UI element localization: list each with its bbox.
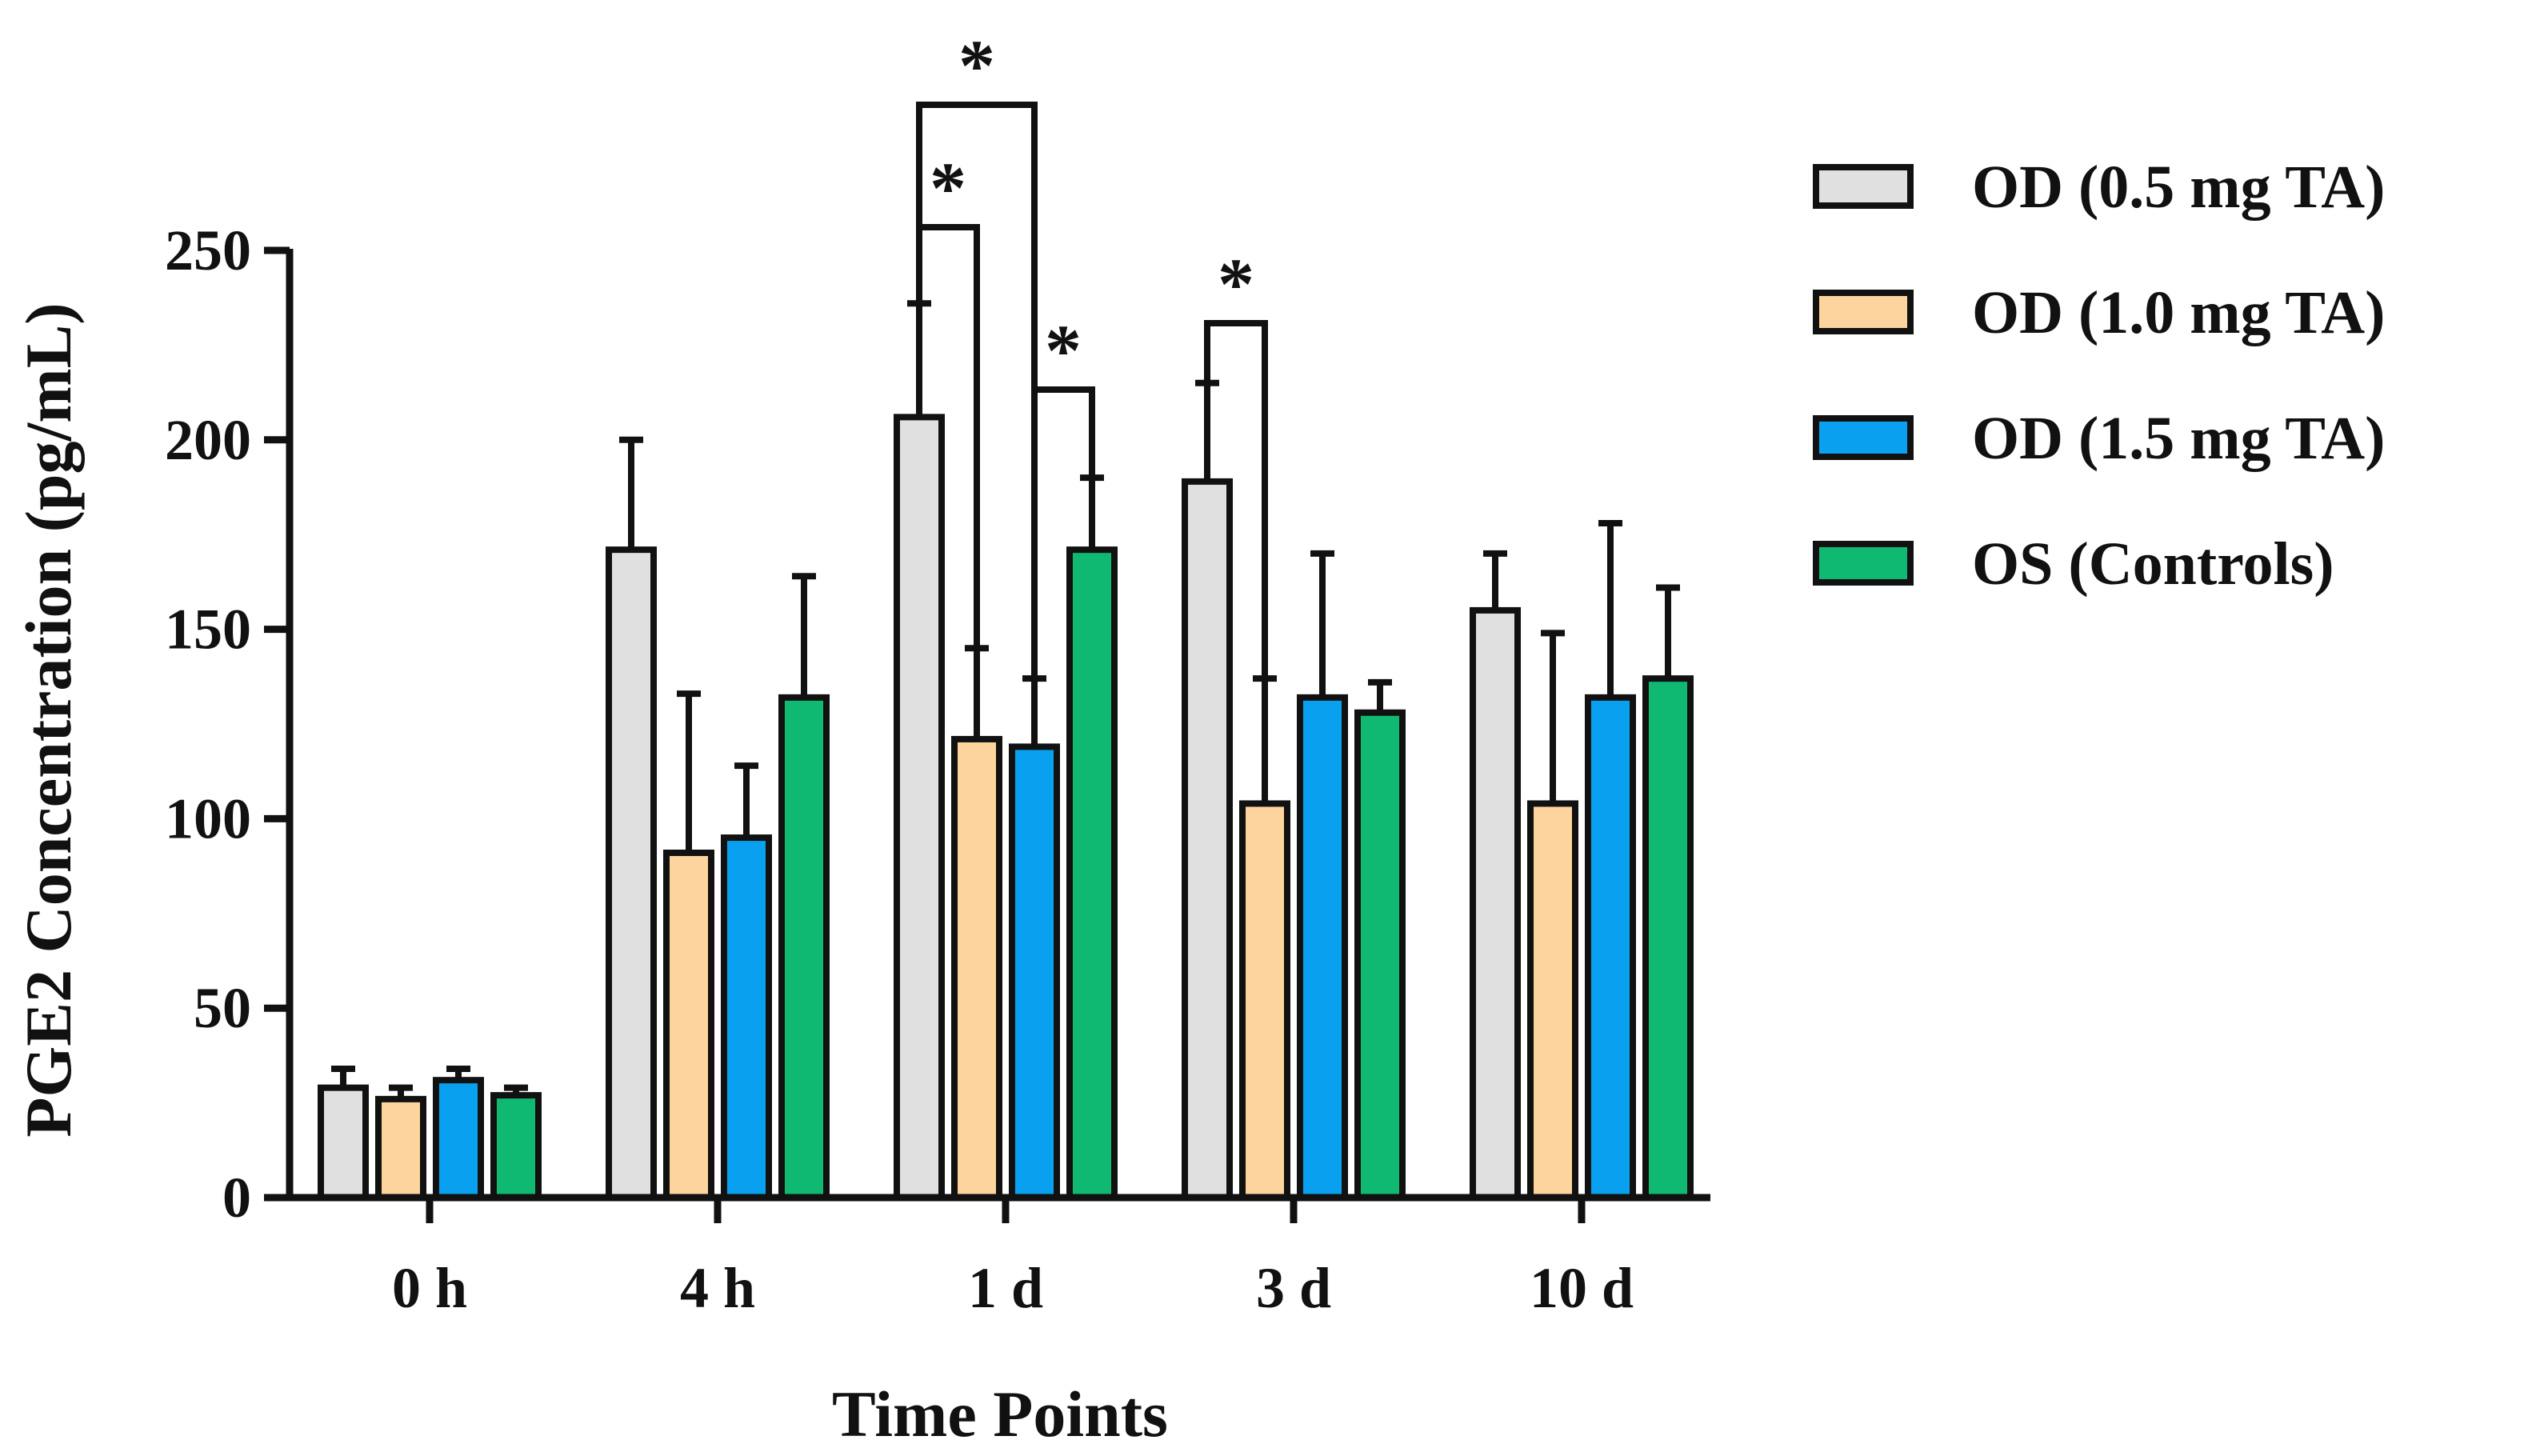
y-tick-label: 100: [165, 786, 251, 850]
legend-label: OD (1.5 mg TA): [1972, 405, 2386, 472]
legend-label: OD (0.5 mg TA): [1972, 154, 2386, 221]
bar: [1642, 675, 1694, 1201]
legend-item: OD (1.0 mg TA): [1813, 279, 2386, 346]
legend-swatch: [1813, 290, 1914, 334]
x-tick-label: 1 d: [968, 1256, 1043, 1320]
bar: [1066, 546, 1118, 1201]
x-tick-label: 10 d: [1530, 1256, 1634, 1320]
bar: [721, 834, 772, 1201]
bar: [778, 694, 830, 1201]
bar: [1527, 800, 1578, 1201]
bar: [663, 850, 714, 1202]
x-axis-label: Time Points: [832, 1378, 1168, 1450]
significance-bracket: [1204, 320, 1268, 679]
plot-area: 0 50 100 150 200 250 0 h 4 h 1 d 3 d 10 d * * * *: [165, 25, 1710, 1320]
x-tick-label: 3 d: [1256, 1256, 1331, 1320]
bar: [1585, 694, 1636, 1201]
bar: [490, 1092, 542, 1202]
x-tick-label: 4 h: [680, 1256, 755, 1320]
legend-item: OD (1.5 mg TA): [1813, 405, 2386, 472]
legend-item: OD (0.5 mg TA): [1813, 154, 2386, 221]
legend-swatch: [1813, 164, 1914, 209]
y-tick-label: 150: [165, 598, 251, 662]
bar: [1354, 709, 1406, 1201]
y-tick-label: 250: [165, 218, 251, 282]
legend-label: OS (Controls): [1972, 530, 2334, 598]
x-tick-label: 0 h: [392, 1256, 467, 1320]
bar: [1009, 743, 1060, 1201]
significance-star: *: [930, 147, 966, 229]
legend-label: OD (1.0 mg TA): [1972, 279, 2386, 346]
bar: [894, 414, 945, 1201]
bar: [375, 1095, 426, 1202]
bar: [1470, 606, 1521, 1201]
legend-item: OS (Controls): [1813, 530, 2334, 598]
bar: [433, 1077, 484, 1201]
legend-swatch: [1813, 415, 1914, 460]
significance-star: *: [958, 25, 995, 106]
bar: [1239, 800, 1290, 1201]
bar: [606, 546, 657, 1201]
y-axis-label: PGE2 Concentration (pg/mL): [12, 302, 85, 1137]
bar: [1182, 478, 1233, 1201]
legend-swatch: [1813, 541, 1914, 586]
y-tick-label: 0: [222, 1166, 251, 1230]
significance-bracket: [1031, 386, 1095, 679]
bar: [318, 1084, 369, 1201]
significance-star: *: [1045, 310, 1082, 391]
y-tick-label: 50: [194, 976, 251, 1040]
bar: [951, 735, 1002, 1201]
significance-star: *: [1218, 243, 1254, 325]
y-tick-label: 200: [165, 408, 251, 472]
legend: OD (0.5 mg TA) OD (1.0 mg TA) OD (1.5 mg T…: [1813, 154, 2386, 598]
bar: [1297, 694, 1348, 1201]
